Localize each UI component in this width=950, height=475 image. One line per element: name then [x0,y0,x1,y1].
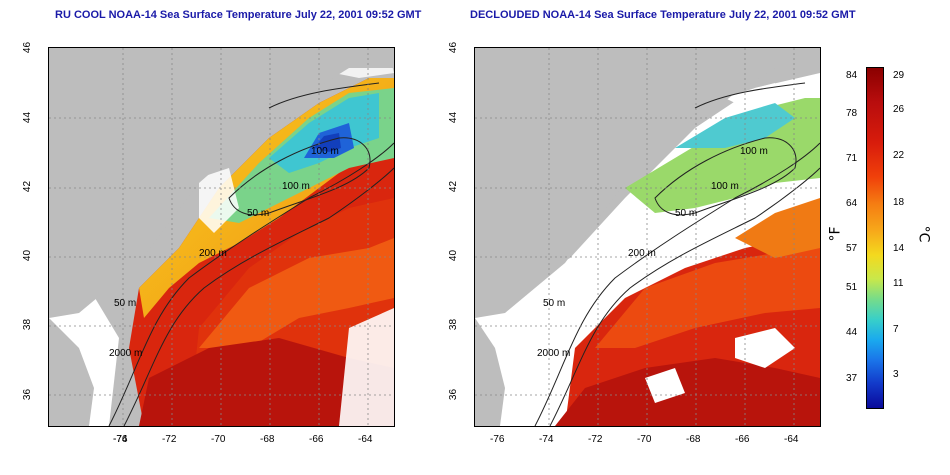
colorbar-c-tick-14: 14 [893,243,905,254]
left-map-title: RU COOL NOAA-14 Sea Surface Temperature … [55,9,422,21]
fahrenheit-unit-label: °F [827,226,844,242]
right-x-tick-70: -70 [637,434,652,445]
left-x-tick-76: -76 [113,434,128,445]
right-x-tick-74: -74 [539,434,554,445]
right-contour-label-4: 200 m [628,248,656,259]
left-x-tick-66: -66 [309,434,324,445]
right-contour-label-2: 100 m [711,181,739,192]
colorbar-f-tick-44: 44 [846,327,858,338]
left-contour-label-6: 2000 m [109,348,143,359]
right-y-tick-38: 38 [448,318,460,331]
right-contour-label-6: 2000 m [537,348,571,359]
colorbar-f-tick-78: 78 [846,108,858,119]
right-y-tick-36: 36 [448,388,460,401]
colorbar-c-tick-29: 29 [893,70,905,81]
temperature-colorbar [866,67,884,409]
colorbar-f-tick-37: 37 [846,373,858,384]
right-y-tick-40: 40 [448,249,460,262]
colorbar-c-tick-11: 11 [893,278,904,289]
left-contour-label-1: 100 m [311,146,339,157]
colorbar-f-tick-57: 57 [846,243,858,254]
left-contour-label-4: 200 m [199,248,227,259]
left-sst-map: 100 m 100 m 50 m 200 m 50 m 2000 m [48,47,395,427]
left-y-tick-38: 38 [22,318,34,331]
right-x-tick-66: -66 [735,434,750,445]
right-contour-label-5: 50 m [543,298,566,309]
colorbar-c-tick-18: 18 [893,197,905,208]
right-map-title: DECLOUDED NOAA-14 Sea Surface Temperatur… [470,9,856,21]
right-y-tick-46: 46 [448,41,460,54]
colorbar-c-tick-26: 26 [893,104,905,115]
colorbar-f-tick-71: 71 [846,153,858,164]
right-y-tick-42: 42 [448,180,460,193]
right-contour-label-3: 50 m [675,208,698,219]
left-y-tick-42: 42 [22,180,34,193]
colorbar-c-tick-7: 7 [893,324,899,335]
left-x-tick-64: -64 [358,434,373,445]
right-contour-label-1: 100 m [740,146,768,157]
left-y-tick-36: 36 [22,388,34,401]
colorbar-c-tick-3: 3 [893,369,899,380]
left-contour-label-5: 50 m [114,298,137,309]
celsius-unit-label: °C [915,225,932,243]
right-x-tick-64: -64 [784,434,799,445]
left-contour-label-2: 100 m [282,181,310,192]
colorbar-f-tick-84: 84 [846,70,858,81]
right-y-tick-44: 44 [448,111,460,124]
colorbar-f-tick-64: 64 [846,198,858,209]
colorbar-f-tick-51: 51 [846,282,858,293]
left-x-tick-68: -68 [260,434,275,445]
left-contour-label-3: 50 m [247,208,270,219]
left-x-tick-70: -70 [211,434,226,445]
left-y-tick-44: 44 [22,111,34,124]
left-y-tick-46: 46 [22,41,34,54]
right-sst-map: 100 m 100 m 50 m 200 m 50 m 2000 m [474,47,821,427]
left-x-tick-72: -72 [162,434,177,445]
right-x-tick-68: -68 [686,434,701,445]
right-sst-image [475,48,820,426]
right-x-tick-76: -76 [490,434,505,445]
colorbar-c-tick-22: 22 [893,150,905,161]
left-x-tick-74: -74 [113,434,128,445]
left-y-tick-40: 40 [22,249,34,262]
left-sst-image [49,48,394,426]
right-x-tick-72: -72 [588,434,603,445]
